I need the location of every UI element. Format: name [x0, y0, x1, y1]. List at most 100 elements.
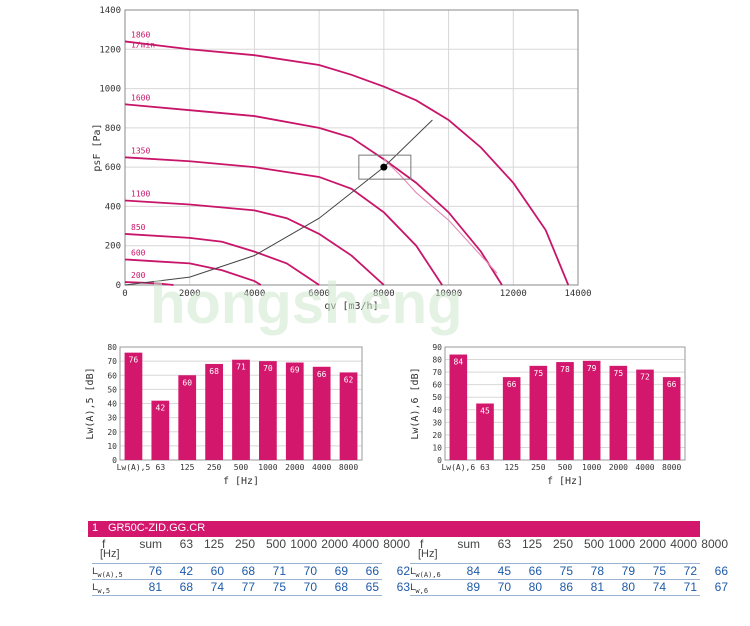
speed-label-850: 850 — [131, 223, 146, 232]
table-cell: 84 — [466, 564, 480, 578]
speed-label-200: 200 — [131, 271, 146, 280]
bar-value-label: 66 — [507, 380, 517, 389]
speed-label-1860: 1860 — [131, 30, 150, 39]
table-cell: 75 — [559, 564, 573, 578]
table-hz-label: [Hz] — [100, 548, 120, 560]
table-header-cell: 8000 — [701, 537, 728, 551]
bar — [178, 375, 197, 460]
table-cell: 76 — [148, 564, 162, 578]
y-tick-label: 200 — [105, 242, 121, 252]
bar — [449, 354, 468, 460]
bar-category-label: 125 — [180, 463, 195, 472]
table-divider — [410, 579, 700, 580]
watermark-text: hongsheng — [150, 271, 463, 336]
table-title-band: 1 GR50C-ZID.GG.CR — [88, 521, 700, 537]
speed-label-1600: 1600 — [131, 93, 150, 102]
x-tick-label: 10000 — [435, 289, 462, 299]
table-header-cell: 8000 — [383, 537, 410, 551]
bar-y-tick-label: 80 — [107, 343, 117, 352]
bar-category-label: Lw(A),5 — [117, 463, 151, 472]
bar-y-tick-label: 0 — [112, 456, 117, 465]
bar-value-label: 75 — [534, 369, 544, 378]
bar-category-label: 1000 — [582, 463, 601, 472]
table-cell: 79 — [621, 564, 635, 578]
bar-category-label: 4000 — [635, 463, 654, 472]
bar-value-label: 75 — [614, 369, 624, 378]
table-cell: 60 — [210, 564, 224, 578]
bar — [124, 352, 143, 460]
series-line-system-curve — [124, 119, 433, 286]
bar-y-tick-label: 70 — [107, 357, 117, 366]
table-cell: 69 — [334, 564, 348, 578]
x-tick-label: 4000 — [244, 289, 266, 299]
bar-y-tick-label: 0 — [437, 456, 442, 465]
bar-category-label: 250 — [531, 463, 546, 472]
bar-value-label: 78 — [560, 365, 570, 374]
table-header-cell: sum — [457, 537, 480, 551]
bar-value-label: 45 — [480, 407, 490, 416]
bar-category-label: 125 — [504, 463, 519, 472]
bar-x-axis-label: f [Hz] — [223, 476, 259, 487]
table-cell: 74 — [210, 580, 224, 594]
table-row-label-subscript: w(A),6 — [415, 570, 441, 579]
bar-y-axis-label: Lw(A),6 [dB] — [410, 367, 421, 439]
table-cell: 89 — [466, 580, 480, 594]
table-header-cell: 4000 — [670, 537, 697, 551]
bar — [582, 360, 601, 460]
table-row-label-subscript: w(A),5 — [97, 570, 123, 579]
y-tick-label: 1400 — [99, 6, 121, 16]
bar-value-label: 68 — [209, 367, 219, 376]
bar — [151, 400, 170, 460]
bar — [205, 363, 223, 460]
table-f-label: f — [420, 537, 424, 551]
bar-y-tick-label: 40 — [432, 406, 442, 415]
table-divider — [92, 595, 382, 596]
table-row-label-subscript: w,5 — [97, 586, 111, 595]
band-title: GR50C-ZID.GG.CR — [108, 522, 206, 534]
table-cell: 86 — [559, 580, 573, 594]
bar-value-label: 71 — [236, 363, 246, 372]
series-line-850 — [124, 233, 320, 286]
table-cell: 65 — [365, 580, 379, 594]
bar-value-label: 60 — [182, 378, 192, 387]
table-divider — [92, 579, 382, 580]
x-tick-label: 8000 — [373, 289, 395, 299]
operating-point-box — [358, 154, 412, 180]
x-tick-label: 6000 — [308, 289, 330, 299]
table-header-cell: 2000 — [321, 537, 348, 551]
bar-y-tick-label: 50 — [107, 385, 117, 394]
bar-value-label: 66 — [317, 370, 327, 379]
y-tick-label: 1000 — [99, 85, 121, 95]
bar-category-label: 2000 — [609, 463, 628, 472]
bar-category-label: 8000 — [339, 463, 358, 472]
speed-label-600: 600 — [131, 248, 146, 257]
fan-curve-chart: 0 2000 4000 6000 8000 10000 12000 14000 0 200 400 6… — [92, 6, 592, 312]
table-divider — [410, 595, 700, 596]
table-row-label: Lw,6 — [410, 583, 429, 595]
table-header-cell: 125 — [203, 537, 224, 551]
x-tick-label: 0 — [122, 289, 127, 299]
bar — [285, 362, 304, 460]
bar-category-label: 8000 — [662, 463, 681, 472]
table-cell: 81 — [148, 580, 162, 594]
table-cell: 81 — [590, 580, 604, 594]
bar-y-tick-label: 70 — [432, 368, 442, 377]
bar-category-label: 63 — [480, 463, 490, 472]
bar-y-tick-label: 40 — [107, 400, 117, 409]
bar-category-label: 500 — [558, 463, 573, 472]
table-header-cell: 125 — [521, 537, 542, 551]
series-line-1350 — [124, 156, 443, 286]
table-cell: 67 — [714, 580, 728, 594]
table-cell: 66 — [714, 564, 728, 578]
bar — [609, 365, 628, 460]
bar-category-label: 1000 — [258, 463, 277, 472]
bar — [259, 361, 277, 460]
table-divider — [410, 563, 700, 564]
bar-value-label: 70 — [263, 364, 273, 373]
bar — [502, 377, 521, 460]
bar — [312, 366, 331, 460]
bar-value-label: 76 — [129, 356, 139, 365]
table-cell: 71 — [683, 580, 697, 594]
bar-y-tick-label: 10 — [107, 442, 117, 451]
table-cell: 74 — [652, 580, 666, 594]
